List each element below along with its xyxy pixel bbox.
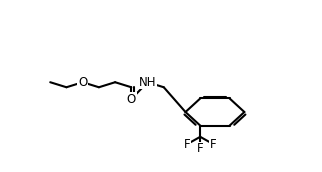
Text: O: O	[127, 93, 136, 106]
Text: NH: NH	[139, 76, 156, 89]
Text: O: O	[78, 76, 87, 89]
Text: F: F	[184, 138, 191, 151]
Text: F: F	[210, 138, 216, 151]
Text: F: F	[197, 142, 204, 155]
